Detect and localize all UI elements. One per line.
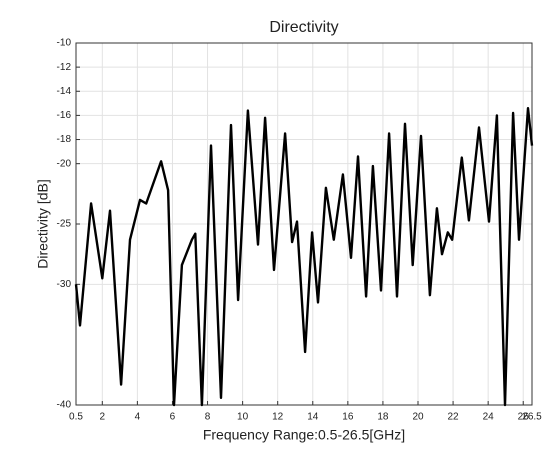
y-tick-label: -10 (57, 38, 72, 49)
y-axis-label: Directivity [dB] (35, 179, 51, 268)
chart-title: Directivity (269, 19, 338, 36)
x-tick-label: 22 (448, 412, 460, 423)
x-tick-label: 10 (237, 412, 249, 423)
plot-frame (75, 42, 533, 406)
x-tick-label: 0.5 (69, 412, 83, 423)
x-tick-label: 26 (518, 412, 530, 423)
x-tick-label: 16 (342, 412, 354, 423)
x-tick-label: 6 (170, 412, 176, 423)
x-axis-label: Frequency Range:0.5-26.5[GHz] (203, 427, 405, 443)
x-tick-label: 24 (483, 412, 495, 423)
x-tick-label: 14 (307, 412, 319, 423)
x-tick-label: 8 (205, 412, 211, 423)
y-tick-label: -18 (57, 134, 72, 145)
y-tick-label: -12 (57, 62, 72, 73)
y-tick-label: -20 (57, 158, 72, 169)
x-tick-label: 2 (100, 412, 106, 423)
y-tick-label: -40 (57, 400, 72, 411)
y-tick-label: -30 (57, 279, 72, 290)
y-tick-label: -16 (57, 110, 72, 121)
x-tick-label: 12 (272, 412, 284, 423)
x-tick-label: 18 (377, 412, 389, 423)
y-tick-label: -14 (57, 86, 72, 97)
x-tick-label: 4 (135, 412, 141, 423)
x-tick-label: 20 (412, 412, 424, 423)
y-tick-label: -25 (57, 219, 72, 230)
x-tick-label: 26.5 (522, 412, 542, 423)
line-series (74, 107, 534, 407)
